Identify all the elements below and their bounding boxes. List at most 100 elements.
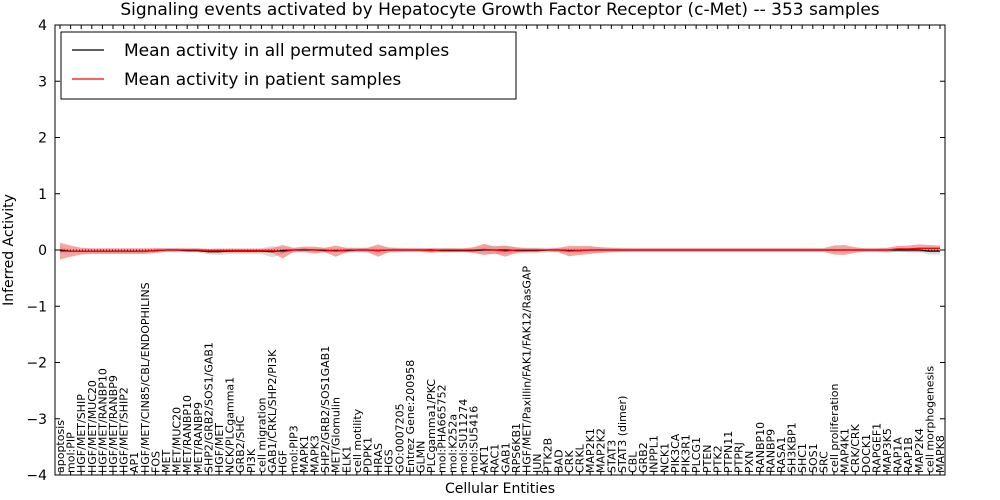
- x-tick-label: PTPRJ: [733, 442, 746, 473]
- x-tick-label: SH3KBP1: [786, 422, 799, 473]
- x-tick-label: MET/RANBP9: [192, 402, 205, 473]
- x-axis: apoptosismol:PIPHGF/MET/SHIPHGF/MET/MUC2…: [54, 25, 947, 475]
- x-tick-label: MET: [160, 450, 173, 473]
- x-tick-label: SOS1: [807, 443, 820, 473]
- x-tick-label: HGF/MET: [213, 423, 226, 473]
- x-tick-label: MET/RANBP10: [181, 395, 194, 473]
- x-tick-label: BAD: [552, 449, 565, 473]
- y-tick-label: 2: [38, 131, 47, 147]
- y-tick-label: −4: [26, 468, 47, 484]
- series-line-patient: [60, 247, 940, 253]
- x-tick-label: HRAS: [372, 443, 385, 473]
- y-tick-label: 4: [38, 18, 47, 34]
- x-tick-label: HGF/MET/MUC20: [86, 380, 99, 473]
- x-tick-label: HGS: [383, 449, 396, 473]
- y-tick-label: 0: [38, 243, 47, 259]
- x-tick-label: MAP3K5: [881, 428, 894, 473]
- x-tick-label: mol:PIP: [65, 432, 78, 473]
- legend-label-patient: Mean activity in patient samples: [124, 70, 401, 90]
- x-tick-label: GLMN: [414, 441, 427, 473]
- x-tick-label: NCK/PLCgamma1: [224, 377, 237, 473]
- x-tick-label: PI3K: [245, 448, 258, 473]
- x-tick-label: CBL: [627, 451, 640, 473]
- x-tick-label: CRK: [563, 450, 576, 473]
- x-tick-label: DOCK1: [860, 434, 873, 473]
- x-tick-label: PTPN11: [722, 431, 735, 473]
- x-tick-label: JUN: [531, 453, 544, 474]
- series-line-layer: [59, 247, 940, 253]
- x-tick-label: NCK1: [658, 443, 671, 473]
- x-tick-label: PXN: [743, 451, 756, 473]
- x-tick-label: CRK/CRK: [849, 423, 862, 473]
- x-tick-label: GAB1: [499, 442, 512, 473]
- x-tick-label: mol:PHA665752: [436, 384, 449, 473]
- x-tick-label: RANBP9: [764, 429, 777, 473]
- chart-title: Signaling events activated by Hepatocyte…: [120, 0, 879, 20]
- x-tick-label: cell migration: [255, 397, 268, 473]
- y-tick-label: 1: [38, 187, 47, 203]
- x-tick-label: PTK2B: [542, 438, 555, 473]
- x-tick-label: SRC: [817, 451, 830, 473]
- x-tick-label: RANBP10: [754, 422, 767, 473]
- x-tick-label: MAPK3: [308, 435, 321, 473]
- x-tick-label: HGF: [277, 450, 290, 473]
- x-tick-label: FOS: [149, 451, 162, 473]
- x-tick-label: MAPK1: [298, 435, 311, 473]
- y-tick-label: −1: [26, 299, 47, 315]
- legend-box: [60, 31, 517, 100]
- x-tick-label: GRB2: [637, 442, 650, 473]
- x-tick-label: SHC1: [796, 443, 809, 473]
- x-tick-label: mol:SU11274: [457, 399, 470, 473]
- x-tick-label: RAPGEF1: [870, 423, 883, 473]
- x-tick-label: mol:SU5416: [467, 406, 480, 473]
- x-tick-label: AKT1: [478, 445, 491, 473]
- x-tick-label: HGF/MET/CIN85/CBL/ENDOPHILINS: [139, 282, 152, 473]
- x-tick-label: PTEN: [701, 444, 714, 473]
- x-axis-label: Cellular Entities: [445, 481, 555, 497]
- x-tick-label: MAP2K4: [913, 428, 926, 473]
- x-tick-label: RASA1: [775, 437, 788, 473]
- x-tick-label: HGF/MET/RANBP9: [107, 375, 120, 473]
- x-tick-label: cell proliferation: [828, 383, 841, 473]
- y-axis-label: Inferred Activity: [1, 194, 17, 306]
- x-tick-label: STAT3: [605, 440, 618, 473]
- x-tick-label: apoptosis: [54, 420, 67, 473]
- x-tick-label: GO:0007205: [393, 403, 406, 473]
- x-tick-label: Entrez Gene:200958: [404, 360, 417, 473]
- x-tick-label: mol:K252a: [446, 414, 459, 473]
- x-tick-label: cell motility: [351, 408, 364, 473]
- x-tick-label: STAT3 (dimer): [616, 396, 629, 473]
- x-tick-label: MET/MUC20: [171, 407, 184, 473]
- x-tick-label: RAP1B: [902, 437, 915, 473]
- x-tick-label: HGF/MET/RANBP10: [96, 368, 109, 473]
- x-tick-label: RPS6KB1: [510, 423, 523, 473]
- x-tick-label: GRB2/SHC: [234, 415, 247, 473]
- y-axis: 4 3 2 1 0 −1 −2 −3 −4: [26, 18, 945, 484]
- y-tick-label: 3: [38, 74, 47, 90]
- x-tick-label: HGF/MET/SHIP: [75, 394, 88, 473]
- x-tick-label: MET/Glomulin: [330, 397, 343, 473]
- x-tick-label: RAC1: [489, 444, 502, 473]
- x-tick-label: PIK3R1: [680, 434, 693, 473]
- x-tick-label: PDPK1: [361, 437, 374, 473]
- x-tick-label: MAP2K2: [595, 428, 608, 473]
- x-tick-label: AP1: [128, 452, 141, 473]
- x-tick-label: CRKL: [574, 443, 587, 473]
- x-tick-label: MAP2K1: [584, 428, 597, 473]
- x-tick-label: INPPL1: [648, 435, 661, 473]
- x-tick-label: MAPK8: [934, 435, 947, 473]
- x-tick-label: HGF/MET/Paxillin/FAK1/FAK12/RasGAP: [521, 266, 534, 473]
- x-tick-label: SHP2/GRB2/SOS1/GAB1: [202, 342, 215, 473]
- x-tick-label: PIK3CA: [669, 433, 682, 473]
- x-tick-label: HGF/MET/SHIP2: [118, 387, 131, 473]
- x-tick-label: SHP2/GRB2/SOS1GAB1: [319, 346, 332, 473]
- x-tick-label: mol:PIP3: [287, 425, 300, 473]
- x-tick-label: RAP1A: [892, 437, 905, 473]
- x-tick-label: PLCG1: [690, 437, 703, 473]
- x-tick-label: cell morphogenesis: [923, 366, 936, 473]
- x-tick-label: MAP4K1: [839, 428, 852, 473]
- x-tick-label: GAB1/CRKL/SHP2/PI3K: [266, 349, 279, 473]
- x-tick-label: PLCgamma1/PKC: [425, 379, 438, 473]
- x-tick-label: ELK1: [340, 446, 353, 473]
